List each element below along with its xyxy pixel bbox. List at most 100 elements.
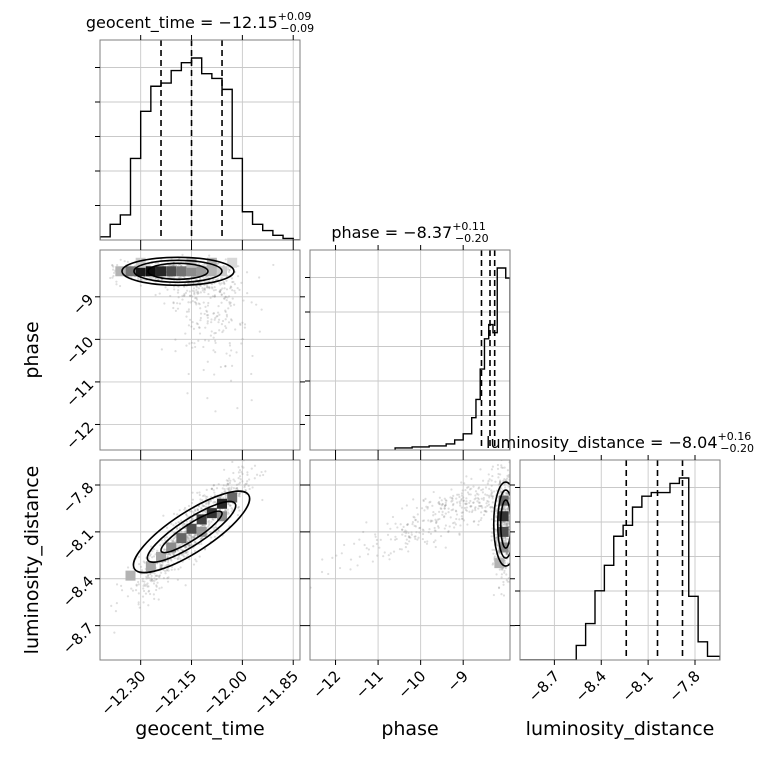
sample-point — [240, 281, 243, 285]
y-tick-label: −11 — [62, 376, 97, 411]
sample-point — [487, 494, 491, 497]
sample-point — [504, 509, 507, 512]
sample-point — [112, 274, 115, 278]
sample-point — [207, 523, 211, 527]
sample-point — [388, 558, 391, 561]
y-tick-label: −7.8 — [59, 479, 97, 517]
sample-point — [498, 523, 501, 526]
title-luminosity_distance: luminosity_distance = −8.04+0.16 −0.20 — [486, 430, 754, 455]
sample-point — [402, 525, 405, 528]
sample-point — [174, 350, 177, 353]
sample-point — [224, 309, 227, 312]
sample-point — [439, 534, 443, 538]
sample-point — [147, 589, 151, 592]
sample-point — [260, 308, 263, 311]
sample-point — [483, 510, 486, 513]
sample-point — [194, 509, 197, 513]
sample-point — [510, 498, 512, 500]
sample-point — [228, 268, 231, 272]
sample-point — [255, 473, 259, 476]
sample-point — [199, 278, 202, 281]
sample-point — [186, 550, 189, 553]
sample-point — [512, 528, 514, 530]
density-cell — [498, 495, 509, 506]
sample-point — [497, 552, 500, 555]
sample-point — [177, 296, 180, 299]
sample-point — [235, 483, 238, 486]
sample-point — [235, 351, 238, 354]
sample-point — [455, 513, 459, 516]
sample-point — [261, 498, 264, 502]
sample-point — [213, 295, 216, 298]
sample-point — [155, 577, 158, 581]
sample-point — [161, 563, 164, 567]
sample-point — [228, 344, 232, 347]
sample-point — [485, 510, 488, 513]
sample-point — [184, 291, 188, 294]
sample-point — [182, 522, 185, 525]
sample-point — [224, 310, 227, 313]
sample-point — [495, 543, 499, 547]
sample-point — [179, 566, 182, 569]
sample-point — [374, 535, 377, 538]
sample-point — [200, 542, 203, 546]
sample-point — [480, 511, 483, 514]
sample-point — [227, 307, 230, 310]
sample-point — [172, 306, 175, 310]
sample-point — [202, 345, 205, 349]
sample-point — [164, 572, 167, 575]
sample-point — [170, 522, 173, 525]
sample-point — [220, 293, 223, 296]
sample-point — [490, 505, 494, 509]
sample-point — [429, 520, 432, 523]
sample-point — [503, 483, 506, 486]
sample-point — [453, 526, 456, 529]
sample-point — [232, 280, 235, 284]
sample-point — [143, 583, 146, 586]
sample-point — [191, 289, 194, 292]
sample-point — [187, 372, 190, 376]
sample-point — [499, 490, 502, 493]
sample-point — [210, 487, 213, 490]
sample-point — [482, 513, 486, 517]
sample-point — [443, 505, 446, 508]
panel-frame — [99, 39, 301, 241]
sample-point — [499, 491, 503, 494]
sample-point — [150, 577, 153, 580]
sample-point — [170, 568, 173, 571]
sample-point — [244, 489, 247, 492]
sample-point — [227, 270, 231, 273]
sample-point — [504, 537, 507, 540]
density-cell — [196, 514, 207, 525]
sample-point — [169, 552, 172, 555]
sample-point — [193, 293, 196, 296]
sample-point — [436, 518, 440, 521]
sample-point — [179, 276, 182, 279]
sample-point — [444, 499, 448, 502]
sample-point — [444, 524, 448, 527]
sample-point — [208, 280, 211, 283]
sample-point — [447, 530, 450, 534]
sample-point — [139, 565, 143, 568]
sample-point — [372, 545, 375, 548]
sample-point — [160, 348, 163, 351]
sample-point — [379, 538, 382, 541]
sample-point — [208, 254, 211, 257]
sample-point — [192, 287, 196, 290]
sample-point — [427, 519, 430, 522]
sample-point — [201, 503, 204, 506]
sample-point — [510, 524, 512, 526]
sample-point — [148, 276, 151, 280]
sample-point — [145, 583, 148, 586]
sample-point — [204, 511, 208, 514]
sample-point — [220, 282, 223, 285]
sample-point — [171, 539, 174, 543]
sample-point — [193, 291, 196, 295]
sample-point — [441, 503, 444, 506]
sample-point — [432, 490, 435, 494]
sample-point — [203, 524, 206, 527]
sample-point — [208, 499, 211, 503]
sample-point — [188, 534, 191, 537]
sample-point — [238, 288, 241, 292]
sample-point — [172, 264, 175, 267]
